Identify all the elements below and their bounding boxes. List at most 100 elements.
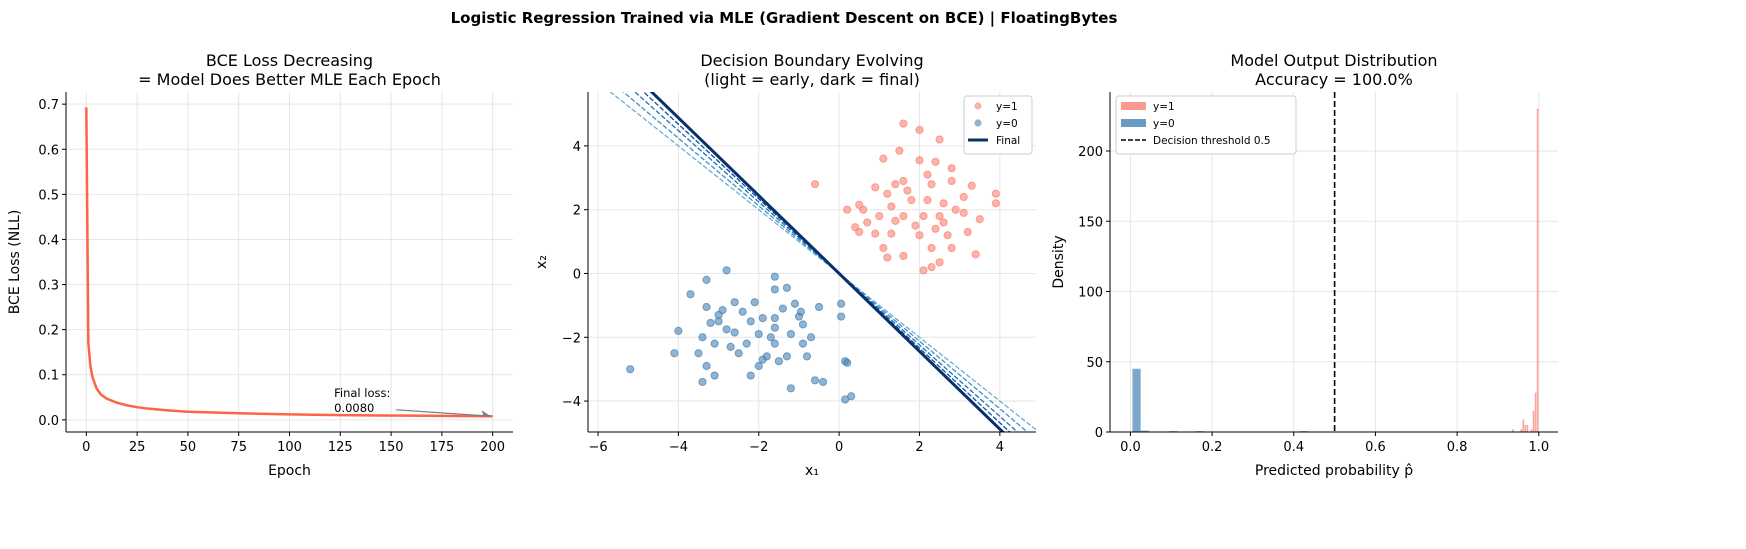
- hist-bar-y=1: [1530, 429, 1533, 432]
- scatter-point-y=0: [750, 298, 759, 307]
- scatter-point-y=1: [891, 180, 900, 189]
- scatter-point-y=0: [722, 325, 731, 334]
- y-tick-label: 0.6: [38, 143, 59, 158]
- figure-suptitle: Logistic Regression Trained via MLE (Gra…: [451, 9, 1118, 28]
- boundary-line-1: [609, 92, 1036, 431]
- legend-label: Final: [996, 135, 1020, 147]
- legend-marker-y=1: [974, 102, 982, 110]
- scatter-point-y=1: [963, 227, 972, 237]
- scatter-point-y=0: [770, 314, 779, 323]
- scatter-point-y=1: [919, 266, 928, 275]
- scatter-point-y=1: [855, 227, 864, 237]
- scatter-point-y=0: [814, 302, 824, 312]
- x-tick-label: 0.2: [1202, 440, 1223, 455]
- scatter-point-y=0: [798, 320, 808, 329]
- boundary-line-3: [634, 92, 1019, 432]
- y-tick-label: −4: [562, 395, 581, 410]
- scatter-point-y=0: [770, 323, 779, 332]
- scatter-point-y=0: [798, 339, 808, 348]
- x-tick-label: 200: [480, 440, 505, 455]
- scatter-point-y=1: [899, 176, 908, 186]
- scatter-point-y=0: [837, 299, 846, 308]
- scatter-point-y=1: [915, 125, 924, 135]
- scatter-point-y=1: [863, 218, 872, 227]
- scatter-point-y=0: [758, 314, 767, 323]
- scatter-point-y=1: [959, 192, 968, 202]
- scatter-point-y=1: [947, 176, 956, 186]
- scatter-point-y=0: [802, 352, 812, 361]
- y-tick-label: 4: [573, 140, 581, 155]
- scatter-point-y=0: [837, 312, 846, 321]
- scatter-point-y=0: [698, 333, 707, 342]
- scatter-point-y=0: [726, 342, 735, 351]
- scatter-point-y=0: [782, 352, 791, 361]
- scatter-point-y=1: [911, 221, 920, 230]
- legend-label: y=1: [996, 101, 1018, 113]
- scatter-point-y=0: [810, 376, 820, 385]
- scatter-point-y=0: [786, 329, 796, 339]
- x-tick-label: 0: [835, 440, 843, 455]
- subplot-title: = Model Does Better MLE Each Epoch: [138, 70, 441, 89]
- scatter-point-y=0: [626, 365, 635, 374]
- final-boundary-line: [649, 92, 1005, 432]
- y-axis-label: Density: [1051, 235, 1067, 288]
- scatter-point-y=1: [871, 183, 880, 192]
- scatter-point-y=1: [895, 146, 904, 155]
- scatter-point-y=1: [899, 211, 908, 221]
- scatter-point-y=1: [935, 258, 944, 267]
- x-tick-label: 150: [379, 440, 404, 455]
- scatter-point-y=1: [991, 199, 1000, 208]
- scatter-point-y=1: [939, 199, 948, 208]
- y-tick-label: 0.7: [38, 98, 59, 113]
- scatter-point-y=0: [770, 272, 779, 281]
- scatter-point-y=1: [931, 157, 940, 166]
- subplot-title: BCE Loss Decreasing: [206, 51, 373, 70]
- subplot-title: Accuracy = 100.0%: [1255, 70, 1413, 89]
- scatter-point-y=1: [899, 251, 908, 261]
- annotation-text-line1: Final loss:: [334, 386, 390, 400]
- scatter-point-y=0: [714, 317, 723, 326]
- x-tick-label: −4: [669, 440, 688, 455]
- loss-curve: [85, 107, 493, 418]
- scatter-point-y=1: [887, 202, 896, 211]
- y-tick-label: 0.2: [38, 324, 59, 339]
- hist-bar-y=1: [1526, 424, 1529, 432]
- x-tick-label: 25: [129, 440, 146, 455]
- y-axis-label: BCE Loss (NLL): [7, 210, 23, 315]
- scatter-point-y=1: [939, 218, 948, 227]
- scatter-point-y=0: [746, 371, 755, 380]
- scatter-point-y=1: [903, 186, 912, 195]
- y-tick-label: 0.5: [38, 188, 59, 203]
- plot-area: [85, 107, 493, 418]
- x-tick-label: 0.8: [1447, 440, 1468, 455]
- subplot-title: (light = early, dark = final): [704, 70, 920, 89]
- scatter-point-y=1: [947, 164, 956, 173]
- scatter-point-y=1: [810, 180, 820, 189]
- legend-frame: [1115, 95, 1297, 155]
- hist-bar-y=1: [1512, 429, 1514, 432]
- x-tick-label: 75: [230, 440, 247, 455]
- x-tick-label: −6: [588, 440, 607, 455]
- hist-bar-y=1: [1522, 419, 1525, 432]
- scatter-point-y=1: [923, 170, 932, 179]
- scatter-point-y=0: [746, 317, 755, 326]
- x-tick-label: 0.0: [1120, 440, 1141, 455]
- hist-bar-y=1: [1520, 429, 1523, 432]
- hist-bar-y=1: [1534, 392, 1537, 432]
- scatter-point-y=0: [686, 290, 695, 299]
- scatter-point-y=0: [702, 361, 711, 371]
- scatter-point-y=1: [927, 263, 936, 272]
- legend-patch-y=0: [1121, 119, 1146, 127]
- subplot-1: BCE Loss Decreasing= Model Does Better M…: [7, 51, 513, 479]
- scatter-point-y=0: [806, 333, 816, 342]
- scatter-point-y=0: [786, 384, 796, 393]
- legend-patch-y=1: [1121, 102, 1146, 110]
- y-tick-label: 50: [1086, 356, 1103, 371]
- scatter-point-y=1: [891, 216, 900, 225]
- scatter-point-y=1: [875, 211, 884, 221]
- y-tick-label: 100: [1078, 286, 1103, 301]
- scatter-point-y=1: [919, 211, 928, 221]
- scatter-point-y=1: [883, 189, 892, 198]
- y-tick-label: 0.4: [38, 233, 59, 248]
